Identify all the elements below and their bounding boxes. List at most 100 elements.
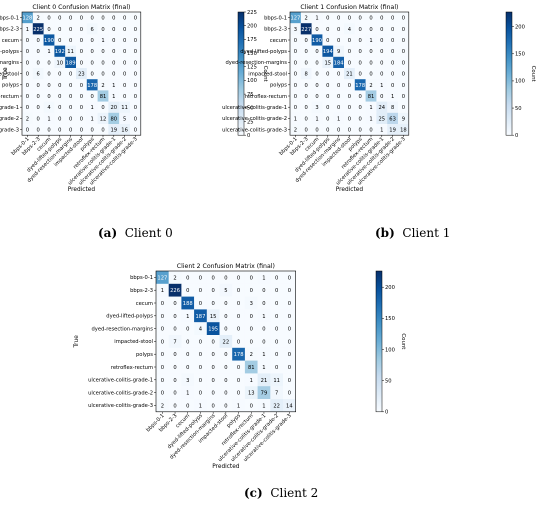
cell-value-label: 0 xyxy=(348,16,351,22)
cell-value-label: 0 xyxy=(380,94,383,100)
heatmap-cell xyxy=(244,347,258,361)
heatmap-cell xyxy=(22,12,33,24)
colorbar-tick-label: 150 xyxy=(385,316,395,322)
colorbar-tick-label: 100 xyxy=(515,79,525,85)
heatmap-cell xyxy=(97,12,109,24)
cell-value-label: 0 xyxy=(123,27,126,33)
heatmap-cell xyxy=(86,112,98,125)
heatmap-cell xyxy=(322,12,334,24)
cell-value-label: 0 xyxy=(101,105,104,111)
cell-value-label: 128 xyxy=(22,16,32,22)
cell-value-label: 0 xyxy=(391,49,394,55)
heatmap-cell xyxy=(344,12,355,24)
cell-value-label: 9 xyxy=(402,116,405,122)
cell-value-label: 0 xyxy=(224,301,227,307)
heatmap-cell xyxy=(311,45,323,57)
heatmap-cell xyxy=(156,322,169,336)
cell-value-label: 0 xyxy=(288,352,291,358)
cell-value-label: 0 xyxy=(305,105,308,111)
cell-value-label: 0 xyxy=(80,38,83,44)
y-tick-label: bbps-0-1 xyxy=(0,15,19,21)
heatmap-cell xyxy=(387,79,399,91)
heatmap-cell xyxy=(130,12,141,24)
heatmap-cell xyxy=(119,68,131,80)
cell-value-label: 2 xyxy=(26,116,29,122)
cell-value-label: 1 xyxy=(369,116,372,122)
heatmap-cell xyxy=(311,23,323,35)
cell-value-label: 0 xyxy=(134,49,137,55)
heatmap-cell xyxy=(398,23,409,35)
cell-value-label: 0 xyxy=(326,116,329,122)
heatmap-cell xyxy=(270,271,284,284)
heatmap-cell xyxy=(376,101,388,113)
heatmap-cell xyxy=(97,23,109,35)
cell-value-label: 11 xyxy=(121,105,128,111)
cell-value-label: 1 xyxy=(250,378,253,384)
heatmap-cell xyxy=(232,296,246,310)
heatmap-cell xyxy=(387,68,399,80)
heatmap-cell xyxy=(257,309,271,323)
cell-value-label: 0 xyxy=(80,27,83,33)
confusion-matrix-panel-0: Client 0 Confusion Matrix (final)128 2 0 0 0… xyxy=(0,4,268,193)
heatmap-cell xyxy=(290,45,301,57)
heatmap-cell xyxy=(22,90,33,102)
y-tick-label: impacted-stool xyxy=(248,71,287,77)
cell-value-label: 0 xyxy=(294,83,297,89)
heatmap-cell xyxy=(283,399,296,412)
heatmap-cell xyxy=(333,12,345,24)
heatmap-cell xyxy=(300,101,312,113)
cell-value-label: 0 xyxy=(211,352,214,358)
cell-value-label: 0 xyxy=(262,288,265,294)
cell-value-label: 0 xyxy=(69,105,72,111)
heatmap-cell xyxy=(168,271,182,284)
colorbar-tick-label: 50 xyxy=(385,378,392,384)
heatmap-cell xyxy=(376,23,388,35)
heatmap-cell xyxy=(86,90,98,102)
heatmap-cell xyxy=(76,68,87,80)
heatmap-cell xyxy=(311,56,323,69)
heatmap-cell xyxy=(270,322,284,336)
heatmap-cell xyxy=(130,34,141,46)
cell-value-label: 0 xyxy=(112,72,115,78)
cell-value-label: 1 xyxy=(262,314,265,320)
heatmap-cell xyxy=(290,90,301,102)
cell-value-label: 0 xyxy=(402,27,405,33)
heatmap-cell xyxy=(65,23,77,35)
cell-value-label: 0 xyxy=(237,314,240,320)
cell-value-label: 0 xyxy=(123,94,126,100)
cell-value-label: 0 xyxy=(288,339,291,345)
cell-value-label: 0 xyxy=(380,49,383,55)
colorbar-tick-label: 225 xyxy=(247,10,257,16)
heatmap-cell xyxy=(344,34,355,46)
heatmap-cell xyxy=(119,12,131,24)
heatmap-cell xyxy=(194,309,207,323)
heatmap-cell xyxy=(290,12,301,24)
heatmap-cell xyxy=(376,112,388,125)
heatmap-cell xyxy=(206,296,220,310)
caption-c-letter: (c) xyxy=(244,486,263,500)
heatmap-cell xyxy=(54,90,66,102)
heatmap-cell xyxy=(300,12,312,24)
colorbar-tick-label: 150 xyxy=(247,51,257,57)
heatmap-cell xyxy=(333,68,345,80)
cell-value-label: 0 xyxy=(123,72,126,78)
heatmap-cell xyxy=(130,56,141,69)
heatmap-cell xyxy=(376,56,388,69)
heatmap-cell xyxy=(333,124,345,136)
y-tick-label: polyps xyxy=(270,83,287,89)
heatmap-cell xyxy=(130,45,141,57)
cell-value-label: 0 xyxy=(58,27,61,33)
heatmap-cell xyxy=(181,386,195,400)
heatmap-cell xyxy=(76,112,87,125)
cell-value-label: 22 xyxy=(223,339,230,345)
heatmap-cell xyxy=(283,335,296,348)
heatmap-cell xyxy=(156,347,169,361)
cell-value-label: 0 xyxy=(80,105,83,111)
cell-value-label: 0 xyxy=(47,83,50,89)
heatmap-cell xyxy=(354,12,366,24)
cell-value-label: 8 xyxy=(305,72,308,78)
heatmap-cell xyxy=(365,79,377,91)
cell-value-label: 1 xyxy=(91,116,94,122)
cell-value-label: 7 xyxy=(275,391,278,397)
